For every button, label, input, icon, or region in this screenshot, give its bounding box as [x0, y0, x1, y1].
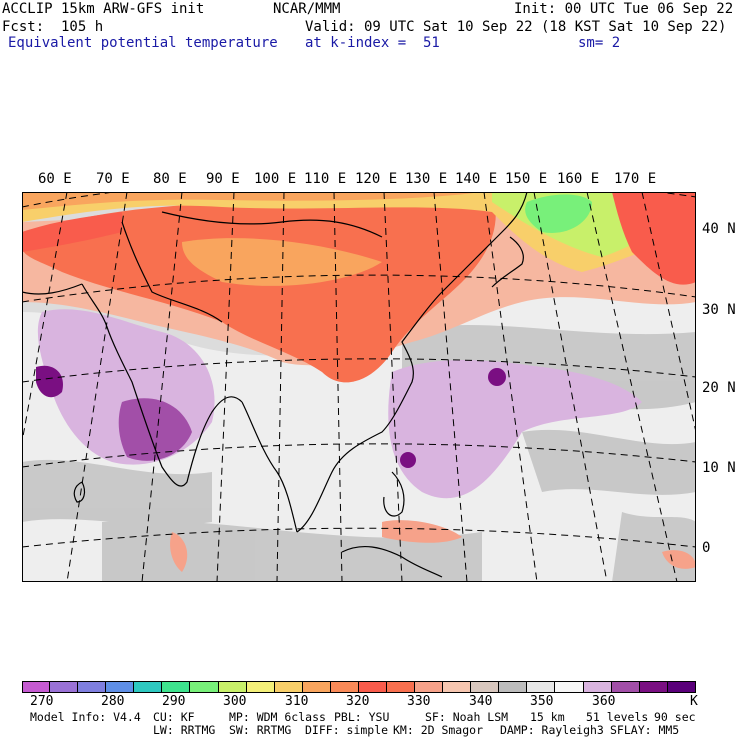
- lon-label: 70 E: [96, 171, 130, 187]
- colorbar-label: 280: [101, 694, 125, 709]
- footer-timestep: 90 sec: [654, 710, 696, 724]
- colorbar-label: 350: [530, 694, 554, 709]
- lon-label: 140 E: [455, 171, 498, 187]
- footer-resolution: 15 km: [530, 710, 565, 724]
- lon-label: 80 E: [153, 171, 187, 187]
- colorbar-swatch: [162, 681, 191, 693]
- footer-diff: DIFF: simple: [305, 723, 389, 737]
- lat-label: 20 N: [702, 380, 736, 396]
- lon-label: 60 E: [38, 171, 72, 187]
- colorbar-swatch: [134, 681, 163, 693]
- header-field-name: Equivalent potential temperature: [8, 35, 278, 51]
- footer-model-info: Model Info: V4.4: [30, 710, 141, 724]
- lon-label: 120 E: [355, 171, 398, 187]
- lat-label: 10 N: [702, 460, 736, 476]
- colorbar-swatch: [387, 681, 416, 693]
- footer-sflay: SFLAY: MM5: [610, 723, 680, 737]
- header-institution: NCAR/MMM: [273, 1, 341, 17]
- colorbar-swatch: [78, 681, 107, 693]
- orange-pocket: [182, 238, 382, 286]
- coastlines: [22, 192, 528, 578]
- green-region: [525, 194, 592, 233]
- lat-label: 40 N: [702, 221, 736, 237]
- lon-label: 100 E: [254, 171, 297, 187]
- lon-label: 90 E: [206, 171, 240, 187]
- colorbar-swatch: [583, 681, 612, 693]
- colorbar-swatch: [358, 681, 388, 693]
- colorbar-label: 290: [162, 694, 186, 709]
- colorbar-swatch: [22, 681, 51, 693]
- colorbar: [22, 681, 696, 693]
- colorbar-swatch: [218, 681, 247, 693]
- colorbar-label: 310: [285, 694, 309, 709]
- red-warm-region: [22, 192, 496, 383]
- lon-label: 130 E: [405, 171, 448, 187]
- footer-sf: SF: Noah LSM: [425, 710, 509, 724]
- colorbar-swatch: [471, 681, 500, 693]
- colorbar-swatch: [330, 681, 359, 693]
- colorbar-swatch: [555, 681, 584, 693]
- colorbar-swatch: [667, 681, 696, 693]
- red-pacific-north: [612, 192, 696, 285]
- footer-sw: SW: RRTMG: [229, 723, 292, 737]
- lon-label: 160 E: [557, 171, 600, 187]
- header-smoothing: sm= 2: [578, 35, 621, 51]
- footer-pbl: PBL: YSU: [334, 710, 390, 724]
- graticule: [22, 192, 696, 582]
- footer-damp: DAMP: Rayleigh3: [500, 723, 604, 737]
- colorbar-label: 340: [469, 694, 493, 709]
- colorbar-label: 320: [346, 694, 370, 709]
- colorbar-swatch: [106, 681, 135, 693]
- theta-e-map: [22, 192, 696, 582]
- footer-lw: LW: RRTMG: [153, 723, 216, 737]
- colorbar-swatch: [246, 681, 275, 693]
- lon-label: 150 E: [505, 171, 548, 187]
- header-forecast-hour: Fcst: 105 h: [2, 19, 104, 35]
- lon-label: 170 E: [614, 171, 657, 187]
- colorbar-swatch: [639, 681, 668, 693]
- header-valid-time: Valid: 09 UTC Sat 10 Sep 22 (18 KST Sat …: [305, 19, 727, 35]
- colorbar-swatch: [302, 681, 331, 693]
- footer-levels: 51 levels: [586, 710, 649, 724]
- header-model-title: ACCLIP 15km ARW-GFS init: [2, 1, 205, 17]
- colorbar-swatch: [415, 681, 444, 693]
- colorbar-swatch: [611, 681, 640, 693]
- lon-label: 110 E: [304, 171, 347, 187]
- header-level: at k-index = 51: [305, 35, 440, 51]
- colorbar-label: 270: [30, 694, 54, 709]
- footer-km: KM: 2D Smagor: [393, 723, 484, 737]
- colorbar-swatch: [527, 681, 556, 693]
- footer-cu: CU: KF: [153, 710, 195, 724]
- colorbar-label: 360: [592, 694, 616, 709]
- lat-label: 30 N: [702, 302, 736, 318]
- colorbar-swatch: [190, 681, 219, 693]
- colorbar-swatch: [499, 681, 528, 693]
- lat-label: 0: [702, 540, 711, 556]
- header-init-time: Init: 00 UTC Tue 06 Sep 22: [514, 1, 734, 17]
- colorbar-swatch: [274, 681, 303, 693]
- colorbar-label: 300: [223, 694, 247, 709]
- colorbar-swatch: [443, 681, 472, 693]
- purple-pacific: [388, 360, 642, 499]
- colorbar-unit: K: [690, 694, 698, 709]
- colorbar-swatch: [50, 681, 79, 693]
- colorbar-label: 330: [407, 694, 431, 709]
- footer-mp: MP: WDM 6class: [229, 710, 326, 724]
